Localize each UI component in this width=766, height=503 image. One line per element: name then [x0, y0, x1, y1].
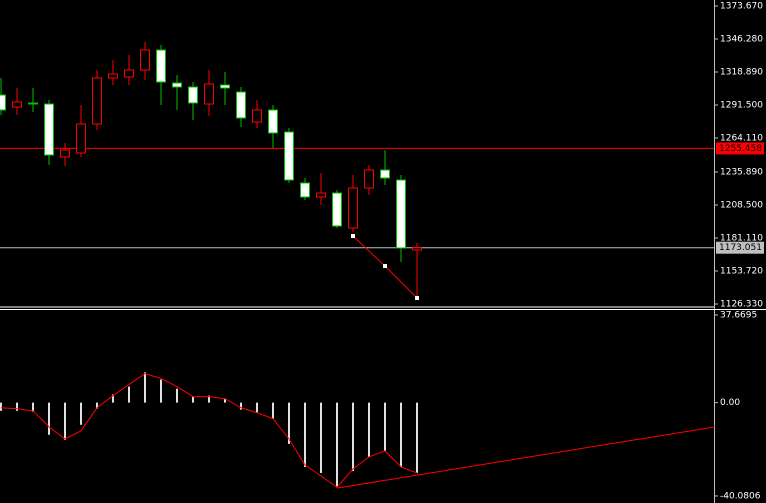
- candle-body: [204, 83, 214, 105]
- histogram-bar: [336, 402, 338, 488]
- y-tick-label: 1208.500: [720, 201, 763, 211]
- candle-body: [140, 49, 150, 71]
- price-label-box: [716, 142, 764, 155]
- y-tick-label: 37.6695: [720, 310, 757, 320]
- price-label: 1173.051: [719, 243, 762, 253]
- y-tick-label: 1264.110: [720, 134, 763, 144]
- histogram-bar: [224, 398, 226, 403]
- overlay-marker: [415, 296, 419, 300]
- histogram-bar: [160, 379, 162, 403]
- histogram-bar: [288, 402, 290, 444]
- y-tick-label: 1373.670: [720, 2, 763, 12]
- candle-body: [220, 84, 230, 89]
- histogram-bar: [0, 402, 2, 411]
- y-tick-label: 1318.890: [720, 68, 763, 78]
- candle-body: [364, 169, 374, 189]
- candle-body: [12, 101, 22, 108]
- candle-body: [92, 77, 102, 125]
- candle-body: [316, 192, 326, 198]
- histogram-bar: [176, 388, 178, 403]
- candle-body: [188, 86, 198, 104]
- histogram-bar: [112, 394, 114, 403]
- candle-body: [156, 49, 166, 83]
- candle-body: [380, 169, 390, 179]
- candle-body: [0, 94, 6, 111]
- candle-body: [300, 182, 310, 198]
- histogram-bar: [96, 402, 98, 409]
- histogram-bar: [16, 402, 18, 411]
- signal-line: [0, 373, 418, 488]
- y-tick-label: -40.0806: [720, 491, 761, 501]
- overlay-marker: [351, 234, 355, 239]
- histogram-bar: [368, 402, 370, 457]
- candle-body: [332, 192, 342, 227]
- histogram-bar: [400, 402, 402, 467]
- overlay-marker: [383, 264, 387, 269]
- candle-body: [124, 69, 134, 78]
- candle-body: [60, 149, 70, 158]
- histogram-bar: [144, 372, 146, 403]
- trend-line: [336, 426, 716, 489]
- histogram-bar: [64, 402, 66, 440]
- candle-body: [28, 102, 38, 105]
- histogram-bar: [352, 402, 354, 472]
- histogram-bar: [48, 402, 50, 435]
- histogram-bar: [192, 396, 194, 403]
- y-tick-label: 1291.500: [720, 101, 763, 111]
- y-tick-label: 1153.720: [720, 267, 763, 277]
- candle-body: [284, 131, 294, 181]
- price-label: 1255.458: [719, 144, 762, 154]
- y-tick-label: 1181.110: [720, 234, 763, 244]
- candle-body: [252, 109, 262, 123]
- candle-body: [268, 109, 278, 134]
- candle-body: [44, 103, 54, 156]
- candle-body: [108, 73, 118, 79]
- candle-body: [236, 91, 246, 119]
- y-tick-label: 1126.330: [720, 300, 763, 310]
- histogram-bar: [80, 402, 82, 425]
- y-tick-label: 0.00: [720, 398, 740, 408]
- histogram-bar: [32, 402, 34, 412]
- y-tick-label: 1235.890: [720, 168, 763, 178]
- histogram-bar: [208, 395, 210, 403]
- histogram-bar: [272, 402, 274, 419]
- histogram-bar: [320, 402, 322, 473]
- histogram-bar: [384, 402, 386, 451]
- y-tick-label: 1346.280: [720, 35, 763, 45]
- histogram-bar: [128, 386, 130, 403]
- histogram-bar: [304, 402, 306, 467]
- candle-body: [412, 247, 422, 251]
- candle-body: [172, 82, 182, 88]
- candle-body: [348, 187, 358, 229]
- candle-body: [76, 123, 86, 154]
- histogram-bar: [240, 402, 242, 410]
- candle-body: [396, 179, 406, 249]
- price-label-box: [716, 241, 764, 254]
- histogram-bar: [256, 402, 258, 413]
- histogram-bar: [416, 402, 418, 473]
